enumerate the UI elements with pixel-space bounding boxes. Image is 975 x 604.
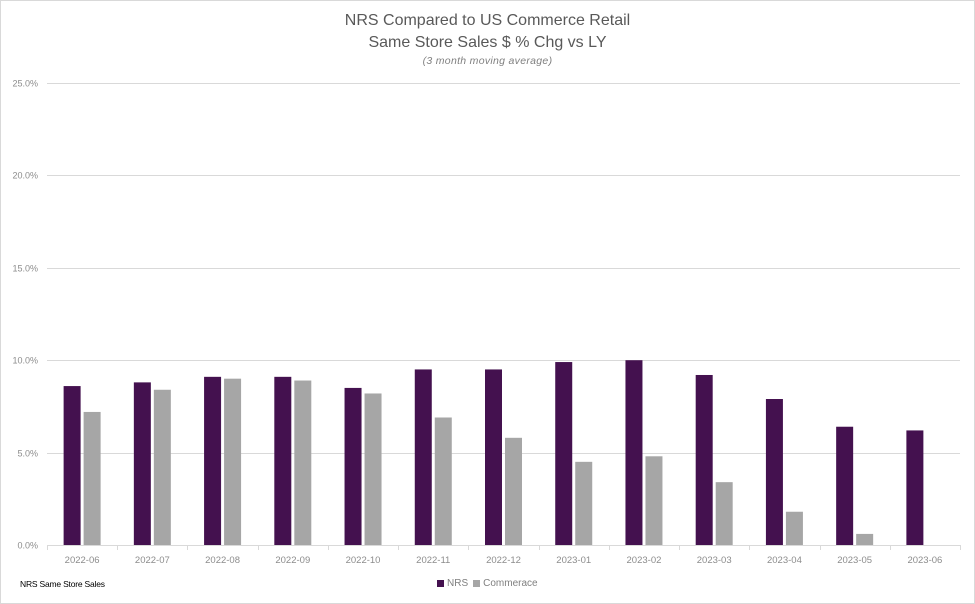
y-tick-label: 5.0% — [17, 449, 38, 459]
bar-commerce-2023-03 — [715, 482, 733, 545]
chart-subtitle: (3 month moving average) — [422, 55, 553, 67]
bar-nrs-2023-01 — [555, 362, 573, 545]
bars — [63, 360, 924, 545]
legend-label-commerce: Commerace — [483, 578, 538, 589]
x-tick-label: 2022-11 — [416, 555, 450, 566]
bar-nrs-2023-02 — [625, 360, 643, 545]
legend-swatch-commerce — [473, 580, 481, 587]
legend-label-nrs: NRS — [447, 578, 469, 589]
bar-commerce-2023-04 — [785, 511, 803, 545]
legend-item-commerce: Commerace — [473, 578, 538, 589]
legend: NRS Commerace — [437, 578, 538, 589]
x-axis-ticks: 2022-06 2022-07 2022-08 2022-09 2022-10 2022-… — [65, 555, 943, 566]
bar-commerce-2023-01 — [575, 461, 593, 545]
x-tick-label: 2023-05 — [837, 555, 872, 566]
bar-nrs-2022-12 — [485, 369, 502, 545]
y-tick-label: 20.0% — [12, 171, 38, 181]
x-tick-label: 2023-03 — [697, 555, 732, 566]
y-tick-label: 10.0% — [12, 356, 38, 366]
gridlines — [47, 83, 960, 454]
x-tick-label: 2022-10 — [346, 555, 381, 566]
chart-title: NRS Compared to US Commerce Retail — [344, 12, 631, 29]
x-tick-label: 2023-01 — [556, 555, 591, 566]
y-axis-ticks: 0.0% 5.0% 10.0% 15.0% 20.0% 25.0% — [12, 79, 38, 551]
legend-swatch-nrs — [437, 580, 444, 587]
bar-commerce-2022-07 — [153, 389, 171, 545]
x-tick-label: 2023-02 — [627, 555, 662, 566]
bar-nrs-2023-05 — [836, 426, 854, 545]
bar-nrs-2022-06 — [63, 386, 81, 545]
bar-nrs-2022-08 — [204, 376, 222, 545]
bar-commerce-2022-09 — [294, 380, 312, 545]
bar-commerce-2022-12 — [505, 437, 522, 545]
bar-nrs-2023-06 — [906, 430, 924, 545]
legend-item-nrs: NRS — [437, 578, 468, 589]
bar-nrs-2022-11 — [414, 369, 432, 545]
bar-commerce-2022-10 — [364, 393, 382, 545]
x-axis — [47, 545, 961, 550]
x-tick-label: 2022-09 — [275, 555, 310, 566]
bar-nrs-2023-04 — [765, 399, 783, 545]
chart-footnote: NRS Same Store Sales — [20, 579, 105, 589]
x-tick-label: 2022-07 — [135, 555, 170, 566]
bar-nrs-2022-07 — [133, 382, 151, 545]
bar-nrs-2022-10 — [344, 387, 362, 545]
x-tick-label: 2023-06 — [907, 555, 942, 566]
bar-nrs-2022-09 — [274, 376, 292, 545]
x-tick-label: 2022-08 — [205, 555, 240, 566]
bar-nrs-2023-03 — [695, 374, 713, 545]
y-tick-label: 15.0% — [12, 264, 38, 274]
y-tick-label: 0.0% — [17, 541, 38, 551]
x-tick-label: 2023-04 — [767, 555, 802, 566]
bar-commerce-2023-05 — [856, 533, 874, 545]
bar-commerce-2022-08 — [224, 378, 242, 545]
bar-commerce-2023-02 — [645, 456, 663, 545]
x-tick-label: 2022-06 — [65, 555, 100, 566]
bar-commerce-2022-06 — [83, 411, 101, 545]
x-tick-label: 2022-12 — [486, 555, 521, 566]
y-tick-label: 25.0% — [12, 79, 38, 89]
chart-title-line2: Same Store Sales $ % Chg vs LY — [368, 34, 607, 51]
bar-commerce-2022-11 — [434, 417, 452, 545]
